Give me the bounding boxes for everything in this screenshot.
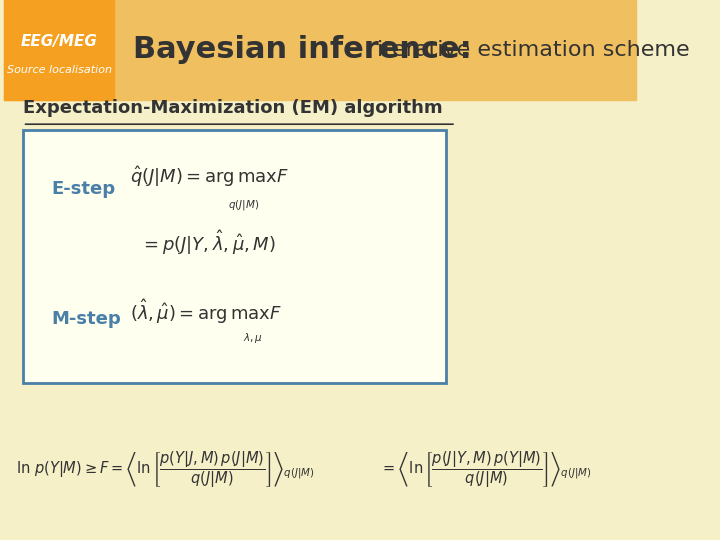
Text: $(\hat{\lambda}, \hat{\mu}) = \arg\max F$: $(\hat{\lambda}, \hat{\mu}) = \arg\max F… <box>130 298 282 327</box>
Text: $\hat{q}(J|M) = \arg\max F$: $\hat{q}(J|M) = \arg\max F$ <box>130 165 289 190</box>
Bar <box>4 0 636 100</box>
Text: $\ln\, p(Y|M) \geq F = \left\langle \ln\left[\dfrac{p(Y|J,M)\,p(J|M)}{q(J|M)}\ri: $\ln\, p(Y|M) \geq F = \left\langle \ln\… <box>17 449 315 490</box>
Text: Expectation-Maximization (EM) algorithm: Expectation-Maximization (EM) algorithm <box>22 99 442 117</box>
Bar <box>4 100 636 540</box>
Text: E-step: E-step <box>51 180 115 198</box>
Text: $= p(J|Y, \hat{\lambda}, \hat{\mu}, M)$: $= p(J|Y, \hat{\lambda}, \hat{\mu}, M)$ <box>140 228 275 258</box>
Text: M-step: M-step <box>51 309 121 328</box>
FancyBboxPatch shape <box>22 130 446 383</box>
Text: $= \left\langle \ln\left[\dfrac{p(J|Y,M)\,p(Y|M)}{q(J|M)}\right] \right\rangle_{: $= \left\langle \ln\left[\dfrac{p(J|Y,M)… <box>380 449 592 490</box>
Text: Source localisation: Source localisation <box>6 65 112 75</box>
Text: Bayesian inference:: Bayesian inference: <box>133 36 482 64</box>
Text: EEG/MEG: EEG/MEG <box>21 35 97 50</box>
Bar <box>4 0 114 100</box>
Text: iterative estimation scheme: iterative estimation scheme <box>377 40 690 60</box>
Text: $\lambda, \mu$: $\lambda, \mu$ <box>243 330 263 345</box>
Text: $q(J|M)$: $q(J|M)$ <box>228 198 259 212</box>
